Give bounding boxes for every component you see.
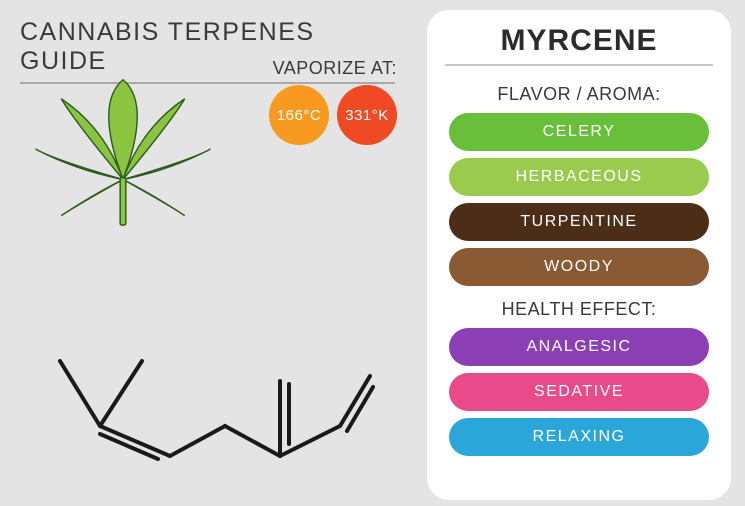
terpene-card: MYRCENE FLAVOR / AROMA: CELERY HERBACEOUS… — [427, 10, 731, 500]
flavor-pill-1: HERBACEOUS — [449, 158, 709, 196]
effect-pill-2: RELAXING — [449, 418, 709, 456]
vaporize-label: VAPORIZE AT: — [197, 58, 397, 79]
effect-pill-0: ANALGESIC — [449, 328, 709, 366]
flavor-pill-0: CELERY — [449, 113, 709, 151]
flavor-pill-2: TURPENTINE — [449, 203, 709, 241]
terpene-name: MYRCENE — [445, 24, 713, 66]
cannabis-leaf-icon — [28, 75, 218, 265]
effect-pill-1: SEDATIVE — [449, 373, 709, 411]
temp-celsius-circle: 166°C — [269, 85, 329, 145]
flavor-pill-3: WOODY — [449, 248, 709, 286]
temp-kelvin-circle: 331°K — [337, 85, 397, 145]
molecule-structure-icon — [40, 346, 380, 486]
health-section-label: HEALTH EFFECT: — [502, 299, 657, 320]
flavor-section-label: FLAVOR / AROMA: — [497, 84, 660, 105]
